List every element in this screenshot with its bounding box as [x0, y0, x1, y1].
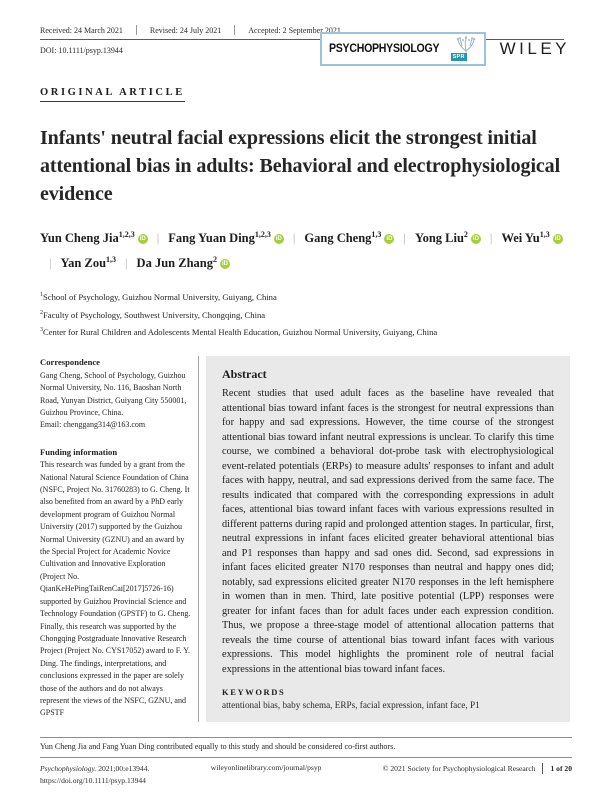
abstract-box: Abstract Recent studies that used adult … — [198, 356, 570, 723]
article-type-label: ORIGINAL ARTICLE — [40, 87, 185, 102]
citation-block: Psychophysiology. 2021;00:e13944. https:… — [40, 763, 149, 786]
content-columns: Correspondence Gang Cheng, School of Psy… — [40, 356, 570, 723]
author-separator: | — [489, 231, 493, 246]
journal-logo-text: PSYCHOPHYSIOLOGY — [328, 43, 440, 55]
page-number: 1 of 20 — [550, 764, 572, 773]
psychophysiology-journal-logo: PSYCHOPHYSIOLOGY — [319, 32, 486, 66]
doi: DOI: 10.1111/psyp.13944 — [40, 46, 123, 55]
author-separator: | — [292, 231, 296, 246]
abstract-text: Recent studies that used adult faces as … — [222, 388, 554, 675]
keywords-list: attentional bias, baby schema, ERPs, fac… — [222, 700, 480, 711]
divider — [234, 25, 236, 35]
orcid-icon[interactable]: iD — [470, 234, 481, 245]
author-separator: | — [156, 231, 160, 246]
horizontal-rule — [40, 737, 572, 738]
correspondence-block: Correspondence Gang Cheng, School of Psy… — [40, 356, 192, 431]
header-row: DOI: 10.1111/psyp.13944 ORIGINAL ARTICLE… — [40, 30, 570, 102]
funding-block: Funding information This research was fu… — [40, 446, 192, 720]
horizontal-rule — [40, 39, 564, 40]
affiliation-item: 2Faculty of Psychology, Southwest Univer… — [40, 309, 266, 320]
doi-url[interactable]: https://doi.org/10.1111/psyp.13944 — [40, 775, 146, 785]
author-separator: | — [403, 231, 406, 246]
orcid-icon[interactable]: iD — [219, 259, 230, 270]
divider — [135, 25, 137, 35]
copyright-notice: © 2021 Society for Psychophysiological R… — [382, 764, 536, 773]
co-first-author-note: Yun Cheng Jia and Fang Yuan Ding contrib… — [40, 742, 396, 751]
abstract-heading: Abstract — [222, 367, 267, 382]
revised-date: Revised: 24 July 2021 — [149, 25, 222, 35]
sidebar: Correspondence Gang Cheng, School of Psy… — [40, 356, 192, 722]
orcid-icon[interactable]: iD — [273, 234, 284, 245]
received-date: Received: 24 March 2021 — [40, 25, 123, 35]
author-separator: | — [125, 256, 128, 271]
author-name: Yong Liu2 — [414, 230, 468, 246]
correspondence-text: Gang Cheng, School of Psychology, Guizho… — [40, 370, 187, 418]
author-separator: | — [49, 256, 52, 271]
affiliation-item: 1School of Psychology, Guizhou Normal Un… — [40, 292, 277, 303]
funding-heading: Funding information — [40, 446, 118, 457]
dates-bar: Received: 24 March 2021 Revised: 24 July… — [40, 25, 570, 35]
author-name: Da Jun Zhang2 — [136, 255, 217, 271]
page-footer: Yun Cheng Jia and Fang Yuan Ding contrib… — [40, 737, 572, 786]
orcid-icon[interactable]: iD — [137, 234, 148, 245]
accepted-date: Accepted: 2 September 2021 — [248, 25, 341, 35]
orcid-icon[interactable]: iD — [552, 234, 563, 245]
author-name: Yun Cheng Jia1,2,3 — [40, 230, 135, 246]
orcid-icon[interactable]: iD — [384, 234, 395, 245]
funding-text: This research was funded by a grant from… — [40, 460, 191, 718]
journal-site-url[interactable]: wileyonlinelibrary.com/journal/psyp — [210, 763, 322, 772]
wiley-logo: WILEY — [499, 39, 570, 58]
author-name: Wei Yu1,3 — [501, 230, 550, 246]
spr-neuron-icon: SPR — [450, 35, 479, 63]
author-name: Fang Yuan Ding1,2,3 — [168, 230, 271, 246]
citation-journal: Psychophysiology. — [40, 764, 97, 773]
affiliation-list: 1School of Psychology, Guizhou Normal Un… — [40, 288, 570, 340]
keywords-heading: KEYWORDS — [222, 687, 286, 698]
author-name: Yan Zou1,3 — [60, 255, 117, 271]
author-list: Yun Cheng Jia1,2,3iD | Fang Yuan Ding1,2,3… — [40, 224, 580, 274]
correspondence-email[interactable]: Email: chenggang314@163.com — [40, 420, 146, 430]
citation-rest: 2021;00:e13944. — [96, 764, 150, 773]
paper-title: Infants' neutral facial expressions elic… — [40, 127, 561, 205]
divider — [542, 763, 544, 774]
author-name: Gang Cheng1,3 — [304, 230, 382, 246]
horizontal-rule — [40, 757, 572, 758]
correspondence-heading: Correspondence — [40, 357, 100, 368]
affiliation-item: 3Center for Rural Children and Adolescen… — [40, 326, 438, 337]
spr-badge: SPR — [450, 53, 467, 61]
